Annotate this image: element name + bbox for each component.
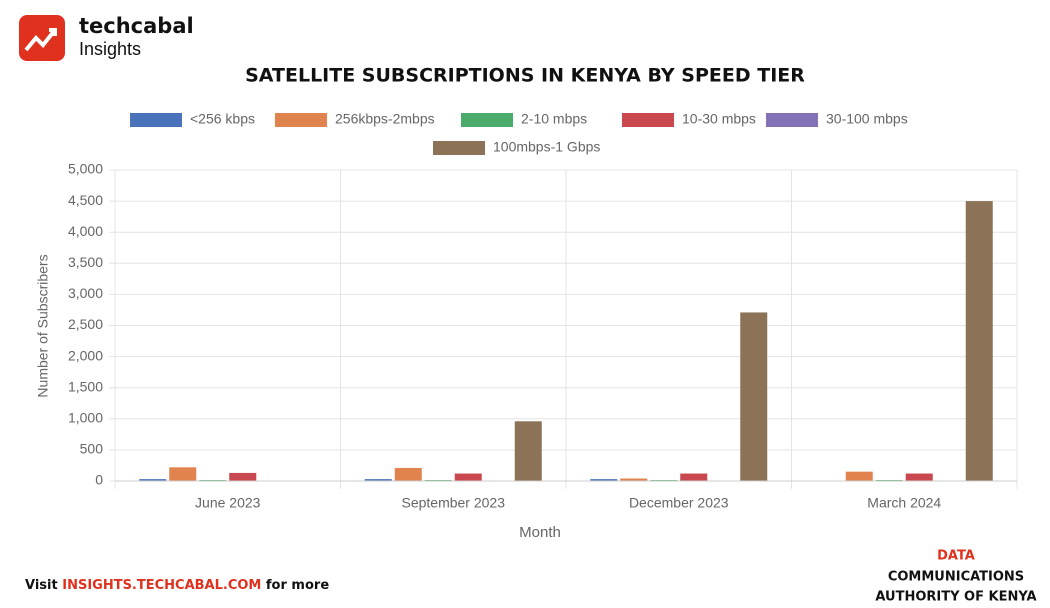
bar bbox=[394, 467, 422, 481]
bar bbox=[169, 467, 197, 481]
y-axis-label: Number of Subscribers bbox=[35, 254, 51, 397]
y-tick-label: 0 bbox=[95, 472, 103, 488]
legend-swatch bbox=[461, 113, 513, 127]
footer-link[interactable]: INSIGHTS.TECHCABAL.COM bbox=[62, 578, 261, 593]
x-axis-label: Month bbox=[519, 524, 561, 541]
legend-swatch bbox=[130, 113, 182, 127]
bar bbox=[590, 479, 618, 481]
bar bbox=[845, 471, 873, 481]
chart-title: SATELLITE SUBSCRIPTIONS IN KENYA BY SPEE… bbox=[245, 65, 805, 87]
source: AUTHORITY OF KENYA bbox=[875, 590, 1036, 605]
bar bbox=[514, 421, 542, 481]
y-tick-label: 3,000 bbox=[68, 285, 103, 301]
legend-swatch bbox=[275, 113, 327, 127]
bar bbox=[139, 479, 167, 481]
bar bbox=[620, 478, 648, 481]
y-tick-label: 4,000 bbox=[68, 223, 103, 239]
brand-name: techcabal bbox=[79, 14, 194, 38]
y-tick-label: 500 bbox=[80, 441, 104, 457]
legend-swatch bbox=[622, 113, 674, 127]
legend-swatch bbox=[433, 141, 485, 155]
legend-label: 256kbps-2mbps bbox=[335, 111, 435, 127]
x-tick-label: June 2023 bbox=[195, 495, 261, 511]
bar bbox=[680, 473, 708, 481]
y-tick-label: 4,500 bbox=[68, 192, 103, 208]
bar bbox=[364, 479, 392, 481]
footer-more: for more bbox=[266, 578, 329, 593]
bar bbox=[229, 472, 257, 481]
bar bbox=[454, 473, 482, 481]
legend-label: 100mbps-1 Gbps bbox=[493, 139, 600, 155]
bar bbox=[740, 312, 768, 481]
x-tick-label: December 2023 bbox=[629, 495, 729, 511]
legend-label: 10-30 mbps bbox=[682, 111, 756, 127]
y-tick-label: 2,500 bbox=[68, 316, 103, 332]
footer-visit: Visit INSIGHTS.TECHCABAL.COM for more bbox=[25, 578, 329, 593]
y-tick-label: 5,000 bbox=[68, 161, 103, 177]
x-tick-label: March 2024 bbox=[867, 495, 941, 511]
legend-label: 2-10 mbps bbox=[521, 111, 587, 127]
bar bbox=[965, 201, 993, 481]
y-tick-label: 3,500 bbox=[68, 254, 103, 270]
brand-sub: Insights bbox=[79, 39, 141, 59]
logo bbox=[19, 15, 65, 61]
y-tick-label: 1,500 bbox=[68, 378, 103, 394]
footer-visit-text: Visit bbox=[25, 578, 58, 593]
bar bbox=[905, 473, 933, 481]
legend-label: 30-100 mbps bbox=[826, 111, 908, 127]
legend-label: <256 kbps bbox=[190, 111, 255, 127]
source-label: DATA bbox=[937, 549, 975, 564]
source: COMMUNICATIONS bbox=[888, 570, 1024, 585]
y-tick-label: 1,000 bbox=[68, 410, 103, 426]
x-tick-label: September 2023 bbox=[401, 495, 505, 511]
y-tick-label: 2,000 bbox=[68, 347, 103, 363]
logo-arrow bbox=[24, 28, 57, 52]
legend-swatch bbox=[766, 113, 818, 127]
